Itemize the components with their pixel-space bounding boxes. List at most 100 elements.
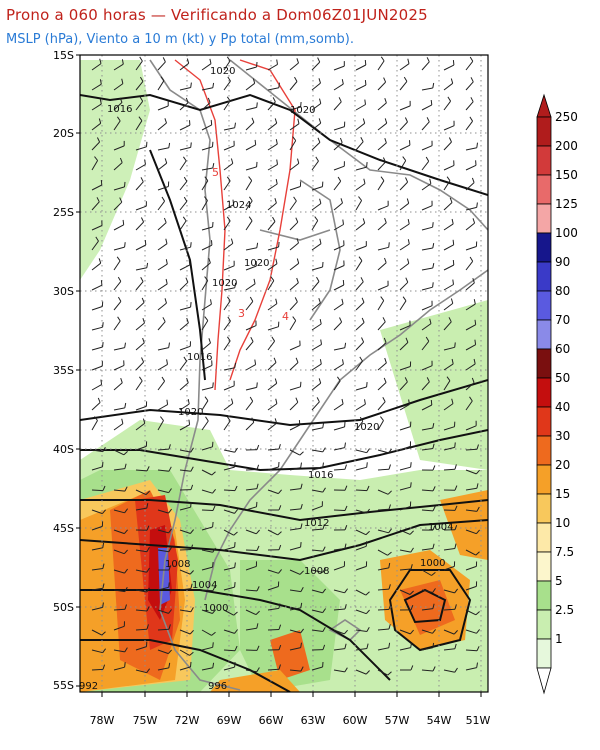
wind-barb-flag <box>185 97 189 103</box>
wind-barb <box>355 545 367 551</box>
wind-barb <box>157 667 169 671</box>
wind-barb <box>245 247 257 251</box>
wind-barb-flag <box>475 611 480 616</box>
wind-barb <box>377 669 388 676</box>
wind-barb-flag <box>256 464 260 470</box>
wind-barb <box>377 420 384 431</box>
wind-barb <box>333 468 346 471</box>
isobar-label: 1016 <box>107 104 132 115</box>
wind-barb-flag <box>384 118 388 124</box>
wind-barb <box>311 103 322 111</box>
wind-barb-flag <box>256 242 259 248</box>
wind-barb <box>289 106 301 111</box>
wind-barb <box>267 586 279 591</box>
wind-barb <box>267 340 276 351</box>
wind-barb <box>91 509 103 515</box>
wind-barb-flag <box>359 416 364 422</box>
wind-barb-flag <box>212 82 215 88</box>
wind-barb-flag <box>380 56 385 62</box>
terrain-contour <box>174 59 296 391</box>
wind-barb-flag <box>212 662 215 668</box>
wind-barb-flag <box>359 356 363 362</box>
wind-barb <box>333 403 344 411</box>
wind-barb-flag <box>226 96 231 102</box>
wind-barb <box>421 61 430 71</box>
wind-barb-flag <box>119 97 123 103</box>
wind-barb-flag <box>226 56 231 62</box>
wind-barb <box>135 469 148 472</box>
wind-barb <box>355 84 367 91</box>
wind-barb <box>223 242 234 251</box>
wind-barb <box>355 322 365 331</box>
colorbar-label: 250 <box>555 110 578 124</box>
wind-barb-flag <box>256 645 260 651</box>
wind-barb <box>333 303 344 311</box>
wind-barb <box>421 226 433 231</box>
wind-barb <box>289 81 298 91</box>
colorbar-swatch <box>536 638 552 669</box>
wind-barb <box>91 225 103 231</box>
wind-barb-flag <box>431 572 436 576</box>
wind-barb <box>157 302 167 311</box>
wind-barb <box>245 144 256 151</box>
wind-barb-flag <box>99 79 102 85</box>
wind-barb <box>157 529 169 534</box>
colorbar-label: 125 <box>555 197 578 211</box>
wind-barb-flag <box>448 317 452 323</box>
wind-barb <box>135 489 147 496</box>
wind-barb-flag <box>277 531 282 536</box>
wind-barb-flag <box>140 217 145 223</box>
wind-barb-flag <box>366 382 368 388</box>
wind-barb <box>355 403 366 411</box>
wind-barb <box>179 549 192 551</box>
wind-barb-flag <box>124 342 126 348</box>
wind-barb <box>377 142 387 151</box>
wind-barb <box>223 402 234 411</box>
wind-barb-flag <box>248 196 253 202</box>
wind-barb-flag <box>254 139 257 145</box>
wind-barb-flag <box>124 508 129 514</box>
wind-barb-flag <box>190 142 192 148</box>
wind-barb-flag <box>432 222 434 228</box>
wind-barb <box>333 321 342 331</box>
wind-barb <box>245 421 255 431</box>
wind-barb-flag <box>230 158 234 164</box>
wind-barb-flag <box>344 604 347 610</box>
wind-barb-flag <box>322 588 327 594</box>
wind-barb <box>333 447 345 451</box>
wind-barb <box>465 565 477 571</box>
wind-barb <box>201 146 213 151</box>
wind-barb-flag <box>124 647 128 653</box>
wind-barb-flag <box>275 258 278 264</box>
wind-barb-flag <box>295 357 299 363</box>
wind-barb <box>465 667 477 671</box>
wind-barb <box>289 62 299 71</box>
wind-barb <box>377 567 389 571</box>
wind-barb-flag <box>142 337 145 343</box>
wind-barb <box>91 184 103 191</box>
wind-barb <box>157 649 169 655</box>
wind-barb-flag <box>388 504 391 510</box>
wind-barb <box>289 362 299 371</box>
wind-barb <box>201 526 213 531</box>
wind-barb <box>135 589 147 593</box>
wind-barb-flag <box>124 586 128 592</box>
wind-barb <box>91 201 100 211</box>
wind-barb-flag <box>168 466 172 472</box>
wind-barb <box>443 446 455 451</box>
wind-barb-flag <box>141 297 145 303</box>
wind-barb <box>421 489 434 492</box>
wind-barb <box>377 81 386 91</box>
wind-barb-flag <box>187 399 190 405</box>
wind-barb <box>399 202 410 211</box>
wind-barb-flag <box>322 608 327 613</box>
wind-barb <box>355 629 367 632</box>
wind-barb <box>201 646 213 651</box>
wind-barb-flag <box>322 546 326 552</box>
wind-barb <box>333 101 342 111</box>
wind-barb-flag <box>426 57 430 63</box>
wind-barb-flag <box>296 58 299 64</box>
isobar-label: 992 <box>79 681 98 692</box>
wind-barb-flag <box>94 156 98 161</box>
wind-barb <box>333 509 346 511</box>
